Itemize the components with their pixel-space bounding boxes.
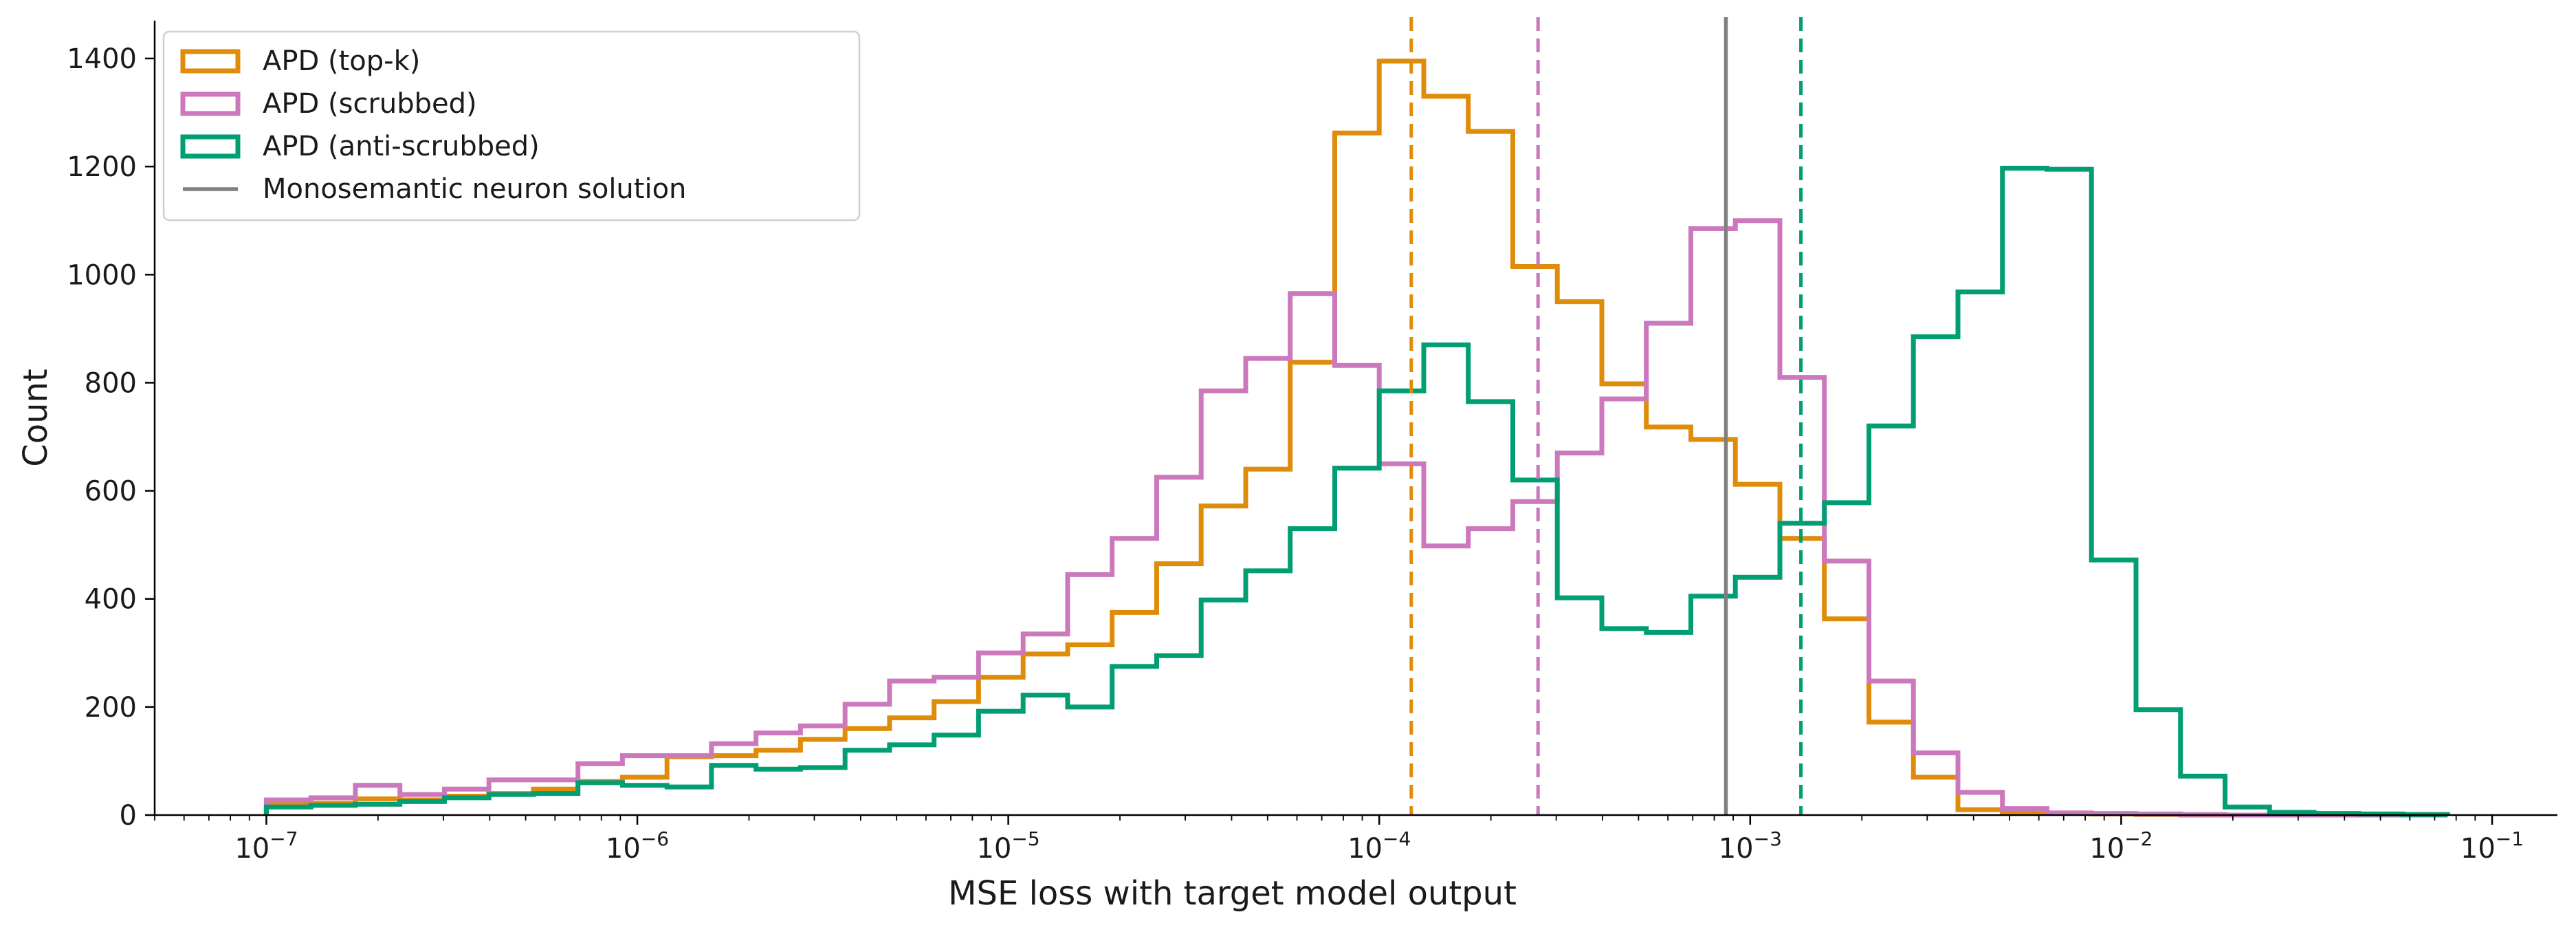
y-tick-label-800: 800 <box>85 367 137 399</box>
legend-item-apd-scrubbed: APD (scrubbed) <box>180 88 477 120</box>
axes: 0 200 400 600 800 1000 1200 1400 10−7 10−6 10−5 10−… <box>16 21 2557 913</box>
legend-item-apd-anti-scrubbed: APD (anti-scrubbed) <box>180 131 540 162</box>
y-tick-label-1200: 1200 <box>67 151 137 183</box>
series-layer <box>263 58 2450 818</box>
legend-label: APD (scrubbed) <box>263 88 477 120</box>
y-tick-label-0: 0 <box>120 800 137 832</box>
y-tick-label-600: 600 <box>85 476 137 508</box>
legend-item-apd-top-k: APD (top-k) <box>180 45 420 77</box>
x-axis-label: MSE loss with target model output <box>948 874 1517 913</box>
legend-label: APD (top-k) <box>263 45 420 77</box>
legend-swatch <box>180 134 241 159</box>
legend: APD (top-k) APD (scrubbed) APD (anti-scrub… <box>162 30 861 221</box>
histogram-outline-apd-anti-scrubbed <box>263 166 2450 817</box>
x-tick-label: 10−5 <box>977 827 1040 865</box>
legend-frame <box>162 30 861 221</box>
x-tick-label: 10−1 <box>2461 827 2524 865</box>
histogram-outline-apd-scrubbed <box>263 218 2448 818</box>
x-tick-label: 10−7 <box>234 827 298 865</box>
y-tick-label-200: 200 <box>85 692 137 724</box>
series-apd-scrubbed <box>263 218 2448 818</box>
y-tick-label-400: 400 <box>85 584 137 616</box>
x-tick-label: 10−4 <box>1347 827 1411 865</box>
legend-label: Monosemantic neuron solution <box>263 173 686 205</box>
reference-lines <box>1409 17 1803 815</box>
x-tick-label: 10−6 <box>606 827 669 865</box>
legend-swatch <box>180 49 241 74</box>
series-apd-anti-scrubbed <box>263 166 2450 817</box>
legend-label: APD (anti-scrubbed) <box>263 131 540 162</box>
x-tick-label: 10−2 <box>2089 827 2153 865</box>
y-tick-label-1000: 1000 <box>67 259 137 291</box>
y-tick-label-1400: 1400 <box>67 43 137 75</box>
x-tick-label: 10−3 <box>1719 827 1782 865</box>
legend-item-monosemantic-neuron-solution: Monosemantic neuron solution <box>183 173 686 205</box>
y-axis-label: Count <box>16 369 55 467</box>
legend-swatch <box>180 91 241 116</box>
